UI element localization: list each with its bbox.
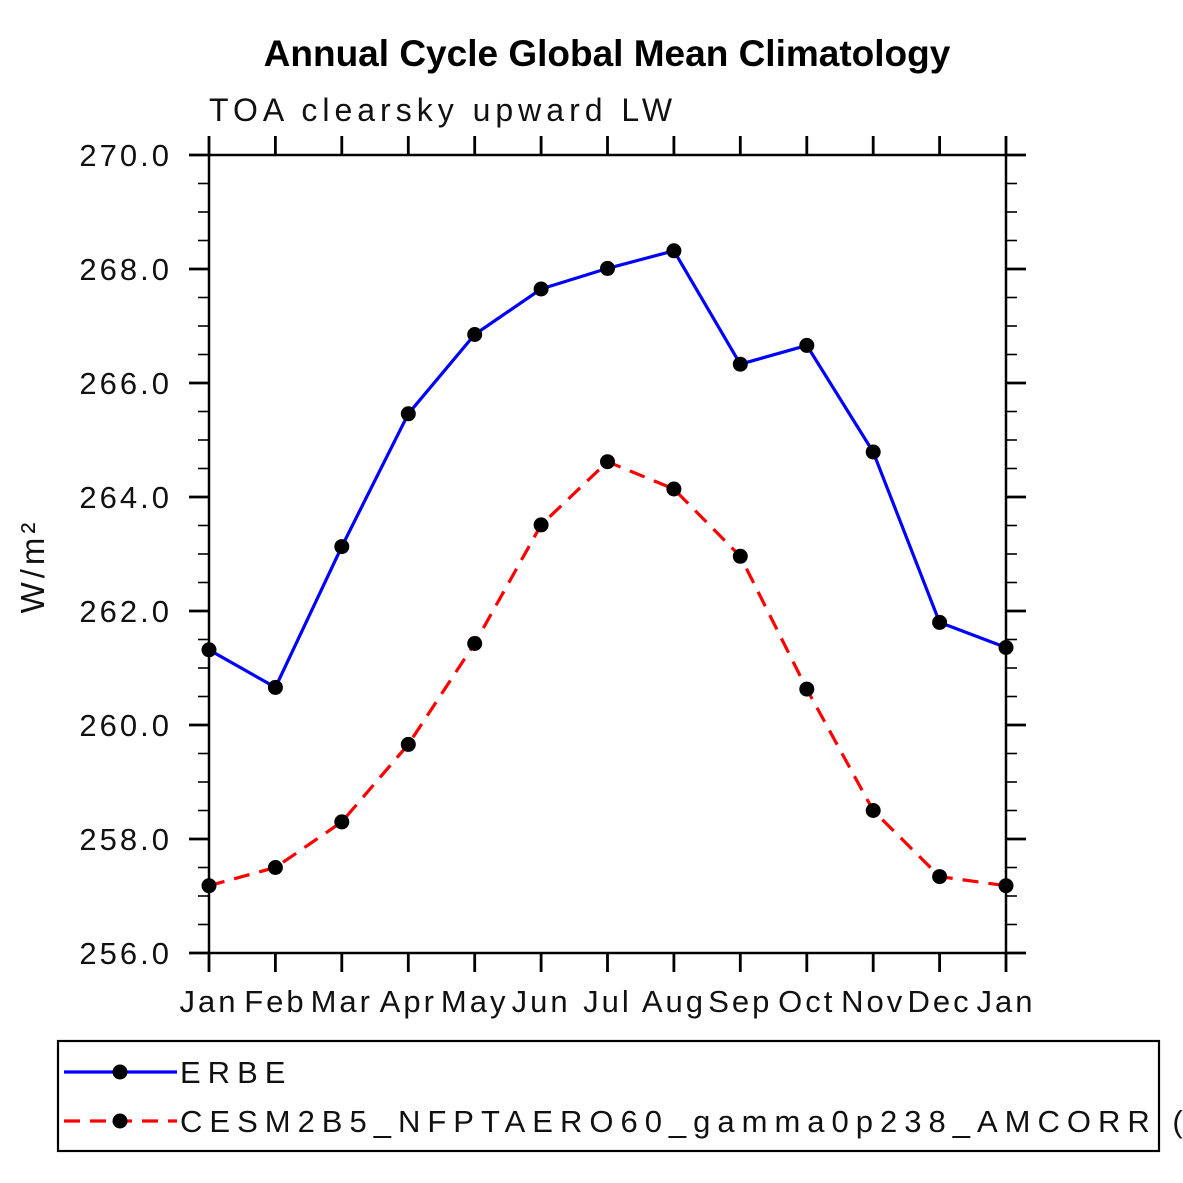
data-point-marker bbox=[400, 406, 416, 422]
x-tick-label: Jan bbox=[180, 984, 239, 1019]
y-axis-label: W/m² bbox=[14, 519, 51, 614]
data-point-marker bbox=[799, 337, 815, 353]
legend-label-cesm: CESM2B5_NFPTAERO60_gamma0p238_AMCORR (2-… bbox=[180, 1104, 1183, 1139]
x-tick-label: Mar bbox=[311, 984, 373, 1019]
data-point-marker bbox=[998, 878, 1014, 894]
x-tick-label: Dec bbox=[908, 984, 972, 1019]
data-point-marker bbox=[865, 803, 881, 818]
data-point-marker bbox=[932, 869, 948, 885]
data-point-marker bbox=[533, 281, 549, 297]
data-point-marker bbox=[666, 243, 682, 259]
x-tick-label: Jan bbox=[977, 984, 1036, 1019]
x-tick-label: Aug bbox=[642, 984, 706, 1019]
data-point-marker bbox=[998, 640, 1014, 655]
legend-box bbox=[56, 1039, 1161, 1153]
data-point-marker bbox=[201, 878, 217, 894]
data-point-marker bbox=[666, 481, 682, 497]
data-point-marker bbox=[799, 681, 815, 697]
data-point-marker bbox=[267, 679, 283, 695]
data-point-marker bbox=[932, 614, 948, 630]
data-point-marker bbox=[600, 454, 615, 470]
y-tick-label: 256.0 bbox=[79, 936, 172, 971]
data-point-marker bbox=[400, 736, 416, 752]
y-tick-label: 262.0 bbox=[79, 594, 172, 629]
axis-ticks: 256.0 258.0 260.0 262.0 264.0 266.0 268.0 270.0… bbox=[79, 136, 1036, 1019]
data-point-marker bbox=[732, 356, 748, 372]
data-point-marker bbox=[467, 327, 483, 342]
legend: ERBE CESM2B5_NFPTAERO60_gamma0p238_AMCOR… bbox=[56, 1039, 1183, 1153]
x-tick-label: Oct bbox=[778, 984, 835, 1019]
x-tick-label: Feb bbox=[244, 984, 306, 1019]
data-point-marker bbox=[334, 539, 350, 555]
data-point-marker bbox=[267, 860, 283, 875]
chart-subtitle: TOA clearsky upward LW bbox=[209, 92, 677, 128]
data-point-marker bbox=[467, 636, 483, 651]
data-point-marker bbox=[732, 548, 748, 564]
data-series bbox=[201, 243, 1014, 894]
x-tick-label: Nov bbox=[841, 984, 905, 1019]
x-tick-label: Sep bbox=[708, 984, 772, 1019]
data-point-marker bbox=[600, 260, 615, 276]
x-tick-label: Jul bbox=[583, 984, 632, 1019]
data-point-marker bbox=[201, 642, 217, 658]
x-tick-label: Jun bbox=[512, 984, 571, 1019]
x-tick-label: Apr bbox=[380, 984, 437, 1019]
data-point-marker bbox=[865, 444, 881, 460]
y-tick-label: 268.0 bbox=[79, 252, 172, 287]
y-tick-label: 266.0 bbox=[79, 366, 172, 401]
y-tick-label: 258.0 bbox=[79, 822, 172, 857]
legend-marker-erbe-icon bbox=[112, 1064, 128, 1080]
y-tick-label: 264.0 bbox=[79, 480, 172, 515]
data-point-marker bbox=[533, 517, 549, 533]
plot-frame bbox=[207, 153, 1008, 955]
y-tick-label: 260.0 bbox=[79, 708, 172, 743]
legend-label-erbe: ERBE bbox=[180, 1055, 292, 1090]
x-tick-label: May bbox=[441, 984, 509, 1019]
legend-marker-cesm-icon bbox=[112, 1113, 128, 1129]
data-point-marker bbox=[334, 814, 350, 830]
chart-title: Annual Cycle Global Mean Climatology bbox=[264, 33, 951, 74]
y-tick-label: 270.0 bbox=[79, 138, 172, 173]
